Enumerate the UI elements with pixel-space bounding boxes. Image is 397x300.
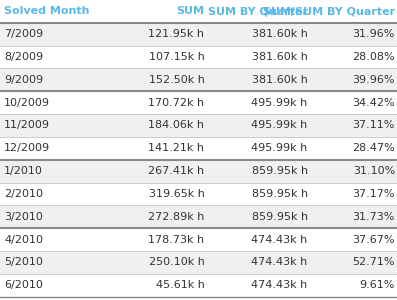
Bar: [0, 182, 397, 205]
Bar: [0, 228, 397, 251]
Text: 152.50k h: 152.50k h: [148, 75, 204, 85]
Bar: [0, 205, 397, 228]
Text: 37.17%: 37.17%: [353, 189, 395, 199]
Text: 39.96%: 39.96%: [353, 75, 395, 85]
Text: 474.43k h: 474.43k h: [251, 257, 308, 267]
Text: 9.61%: 9.61%: [360, 280, 395, 290]
Bar: [0, 137, 397, 160]
Text: 121.95k h: 121.95k h: [148, 29, 204, 39]
Text: 31.73%: 31.73%: [353, 212, 395, 222]
Text: 178.73k h: 178.73k h: [148, 235, 204, 244]
Text: 28.08%: 28.08%: [353, 52, 395, 62]
Text: 12/2009: 12/2009: [4, 143, 50, 153]
Text: SUM/SUM BY Quarter: SUM/SUM BY Quarter: [263, 6, 395, 16]
Text: 5/2010: 5/2010: [4, 257, 43, 267]
Text: 4/2010: 4/2010: [4, 235, 43, 244]
Bar: [0, 68, 397, 91]
Text: 2/2010: 2/2010: [4, 189, 43, 199]
Text: SUM: SUM: [176, 6, 204, 16]
Text: 34.42%: 34.42%: [353, 98, 395, 108]
Text: 170.72k h: 170.72k h: [148, 98, 204, 108]
Text: 52.71%: 52.71%: [353, 257, 395, 267]
Text: 9/2009: 9/2009: [4, 75, 43, 85]
Text: 495.99k h: 495.99k h: [251, 143, 308, 153]
Text: 319.65k h: 319.65k h: [148, 189, 204, 199]
Text: 381.60k h: 381.60k h: [252, 75, 308, 85]
Bar: [0, 46, 397, 68]
Text: 859.95k h: 859.95k h: [252, 166, 308, 176]
Text: 28.47%: 28.47%: [352, 143, 395, 153]
Bar: [0, 274, 397, 297]
Text: 184.06k h: 184.06k h: [148, 121, 204, 130]
Bar: [0, 91, 397, 114]
Text: 495.99k h: 495.99k h: [251, 98, 308, 108]
Text: 7/2009: 7/2009: [4, 29, 43, 39]
Text: 141.21k h: 141.21k h: [148, 143, 204, 153]
Text: 45.61k h: 45.61k h: [156, 280, 204, 290]
Bar: [0, 23, 397, 46]
Text: 250.10k h: 250.10k h: [148, 257, 204, 267]
Text: 10/2009: 10/2009: [4, 98, 50, 108]
Text: 11/2009: 11/2009: [4, 121, 50, 130]
Bar: [0, 114, 397, 137]
Text: 8/2009: 8/2009: [4, 52, 43, 62]
Text: 495.99k h: 495.99k h: [251, 121, 308, 130]
Text: 31.10%: 31.10%: [353, 166, 395, 176]
Text: 31.96%: 31.96%: [353, 29, 395, 39]
Text: 1/2010: 1/2010: [4, 166, 43, 176]
Text: 381.60k h: 381.60k h: [252, 29, 308, 39]
Bar: [0, 160, 397, 182]
Text: 859.95k h: 859.95k h: [252, 212, 308, 222]
Text: 859.95k h: 859.95k h: [252, 189, 308, 199]
Bar: [0, 0, 397, 23]
Text: 37.67%: 37.67%: [353, 235, 395, 244]
Text: 6/2010: 6/2010: [4, 280, 43, 290]
Text: 3/2010: 3/2010: [4, 212, 43, 222]
Text: 37.11%: 37.11%: [353, 121, 395, 130]
Text: 474.43k h: 474.43k h: [251, 235, 308, 244]
Text: Solved Month: Solved Month: [4, 6, 89, 16]
Text: SUM BY Quarter: SUM BY Quarter: [208, 6, 308, 16]
Text: 272.89k h: 272.89k h: [148, 212, 204, 222]
Bar: [0, 251, 397, 274]
Text: 381.60k h: 381.60k h: [252, 52, 308, 62]
Text: 474.43k h: 474.43k h: [251, 280, 308, 290]
Text: 107.15k h: 107.15k h: [148, 52, 204, 62]
Text: 267.41k h: 267.41k h: [148, 166, 204, 176]
